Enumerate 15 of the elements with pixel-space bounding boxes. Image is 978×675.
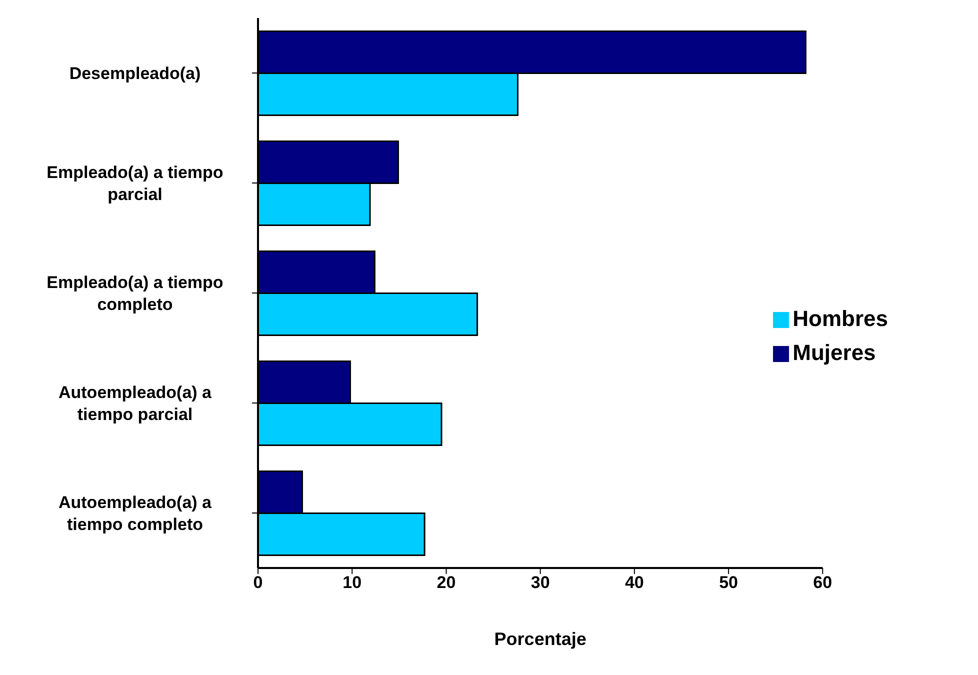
x-tick-label: 50 <box>719 573 738 592</box>
legend-label: Hombres <box>792 306 888 330</box>
x-tick-label: 10 <box>342 573 362 592</box>
y-tick-label: Autoempleado(a) a tiempo parcial <box>58 382 212 424</box>
x-tick-label: 20 <box>436 573 456 592</box>
x-tick-label: 30 <box>530 573 550 592</box>
y-tick-label: Autoempleado(a) a tiempo completo <box>58 492 212 534</box>
x-tick-label: 0 <box>253 573 263 592</box>
y-tick-label: Empleado(a) a tiempo completo <box>46 272 224 314</box>
y-tick-label: Empleado(a) a tiempo parcial <box>46 162 224 204</box>
legend-label: Mujeres <box>792 340 876 364</box>
x-tick-label: 60 <box>813 573 832 592</box>
y-tick-label: Desempleado(a) <box>69 64 201 82</box>
x-tick-label: 40 <box>624 573 644 592</box>
x-axis-title: Porcentaje <box>494 629 586 649</box>
